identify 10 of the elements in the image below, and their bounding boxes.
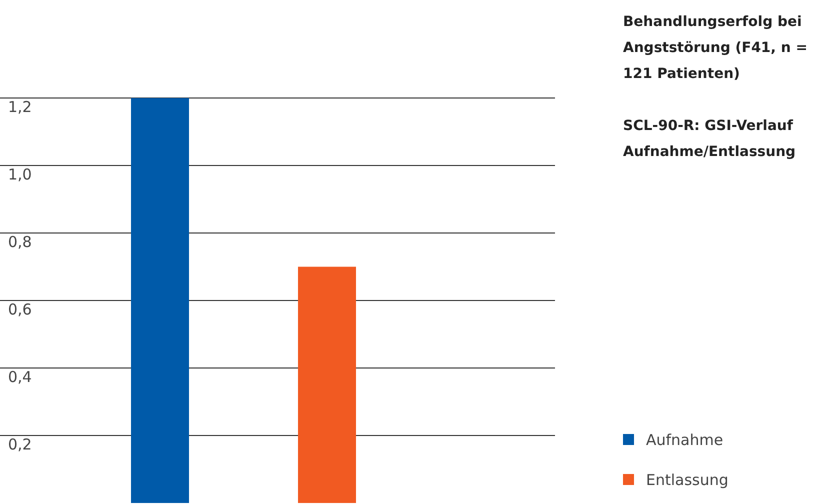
y-tick-label: 0,6 [8,300,32,318]
y-tick-label: 1,2 [8,98,32,116]
y-tick-label: 0,8 [8,233,32,251]
y-tick-label: 1,0 [8,166,32,184]
text: Behandlungserfolg bei Angststörung (F41, n = 121 Patienten) [623,14,808,82]
legend-label: Entlassung [646,471,728,489]
legend-label: Aufnahme [646,431,724,449]
y-tick-label: 0,4 [8,368,32,386]
text: SCL-90-R: GSI-Verlauf Aufnahme/Entlassung [623,118,796,160]
y-tick-label: 0,2 [8,436,32,454]
